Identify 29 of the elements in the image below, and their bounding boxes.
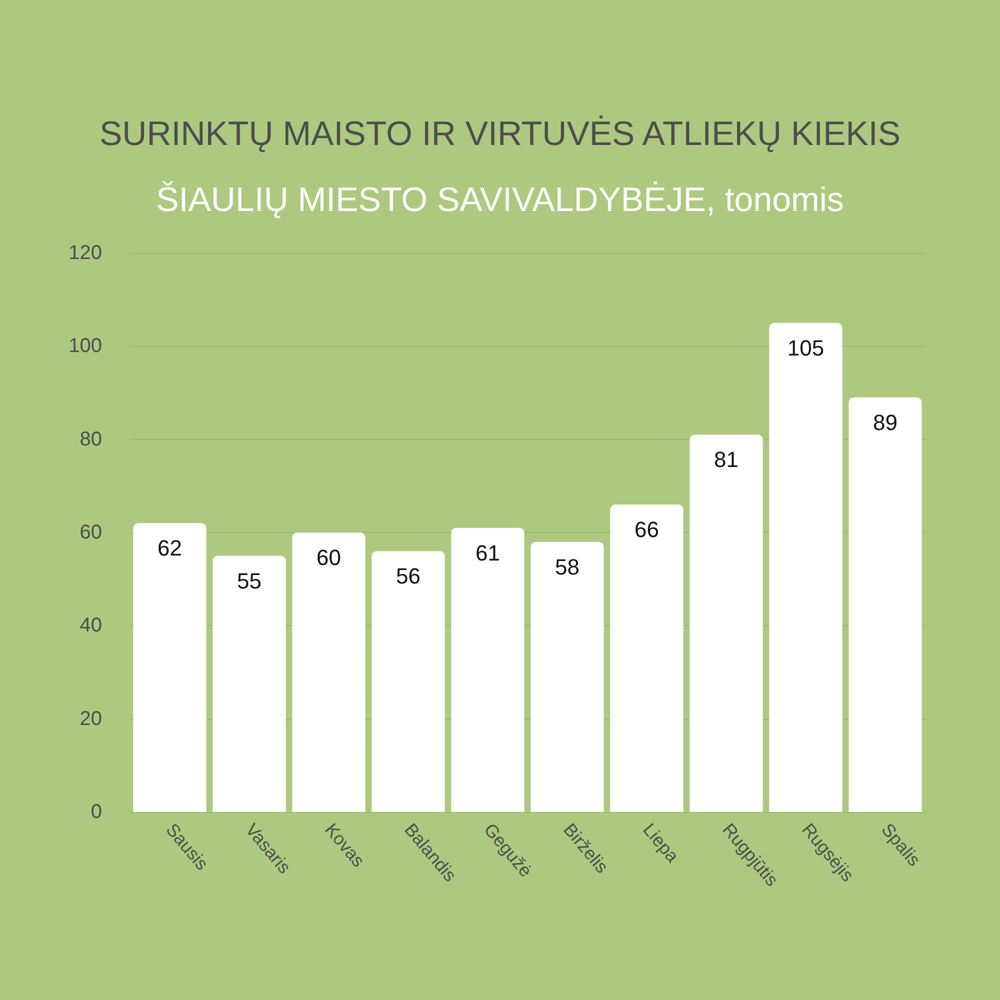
- data-label: 62: [158, 536, 182, 561]
- bar: [769, 322, 842, 812]
- data-label: 56: [396, 564, 420, 589]
- bar: [372, 551, 445, 812]
- y-tick-label: 60: [80, 522, 102, 544]
- y-tick-label: 80: [80, 428, 102, 450]
- data-label: 58: [555, 554, 580, 580]
- bar: [133, 523, 206, 812]
- bar: [451, 528, 524, 812]
- bar: [848, 397, 922, 812]
- data-label: 55: [237, 568, 262, 594]
- chart-subtitle: ŠIAULIŲ MIESTO SAVIVALDYBĖJE, tonomis: [156, 181, 844, 219]
- data-label: 66: [634, 517, 659, 542]
- bar: [690, 434, 763, 812]
- data-label: 60: [316, 545, 341, 570]
- chart-title: SURINKTŲ MAISTO IR VIRTUVĖS ATLIEKŲ KIEKIS: [99, 115, 901, 153]
- data-label: 81: [714, 447, 738, 472]
- y-tick-label: 120: [68, 242, 102, 264]
- data-label: 61: [476, 540, 500, 566]
- y-tick-label: 0: [90, 801, 102, 823]
- bar: [530, 542, 604, 812]
- bar: [292, 532, 366, 812]
- data-label: 89: [873, 410, 898, 435]
- data-label: 105: [787, 335, 824, 360]
- y-tick-label: 40: [80, 614, 102, 637]
- bar: [610, 504, 684, 812]
- y-tick-label: 100: [68, 335, 102, 358]
- bar: [212, 556, 286, 812]
- y-tick-label: 20: [80, 708, 102, 730]
